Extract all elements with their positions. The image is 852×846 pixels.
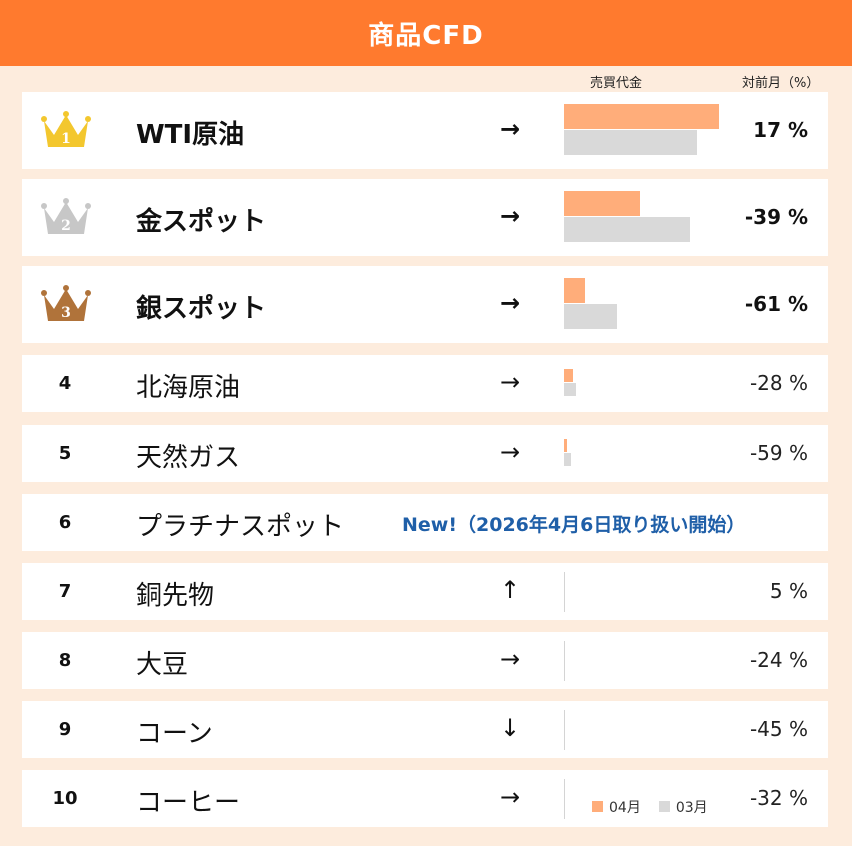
product-name: 金スポット [136, 206, 267, 237]
ranking-row: 2 金スポット → -39 % [22, 179, 828, 256]
mom-change-value: -59 % [749, 440, 808, 465]
current-month-bar [564, 439, 568, 452]
mom-column-header: 対前月（%） [742, 76, 820, 91]
ranking-row: 6 プラチナスポット New!（2026年4月6日取り扱い開始） [22, 494, 828, 551]
sales-column-header: 売買代金 [590, 76, 643, 91]
ranking-row: 4 北海原油 → -28 % [22, 355, 828, 412]
product-name: WTI原油 [136, 119, 245, 150]
product-name: 北海原油 [136, 372, 241, 403]
silver-crown-icon: 2 [38, 196, 94, 244]
legend-previous-label: 03月 [675, 799, 708, 816]
mom-change-value: 5 % [769, 578, 808, 603]
current-month-bar [564, 104, 719, 129]
ranking-row: 8 大豆 → -24 % [22, 632, 828, 689]
mom-change-value: -28 % [749, 370, 808, 395]
ranking-row: 5 天然ガス → -59 % [22, 425, 828, 482]
ranking-row: 3 銀スポット → -61 % [22, 266, 828, 343]
bar-baseline [564, 709, 565, 750]
rank-number: 10 [52, 787, 78, 809]
rank-number: 7 [58, 580, 72, 602]
mom-change-value: -61 % [744, 291, 808, 316]
rank-number: 9 [58, 718, 72, 740]
ranking-row: 9 コーン ↓ -45 % [22, 701, 828, 758]
crown-rank-number: 1 [61, 131, 71, 147]
ranking-row: 10 コーヒー → -32 % 04月 03月 [22, 770, 828, 827]
mom-change-value: -24 % [749, 647, 808, 672]
arrow-right-icon: → [500, 782, 521, 811]
rank-number: 5 [58, 442, 72, 464]
crown-rank-number: 2 [61, 218, 71, 234]
arrow-down-icon: ↓ [500, 713, 521, 742]
current-month-bar [564, 369, 573, 382]
arrow-right-icon: → [500, 367, 521, 396]
bar-legend: 04月 03月 [592, 797, 708, 817]
current-month-bar [564, 191, 640, 216]
new-listing-note: New!（2026年4月6日取り扱い開始） [402, 513, 746, 536]
mom-change-value: -32 % [749, 785, 808, 810]
bar-baseline [564, 571, 565, 612]
ranking-row: 7 銅先物 ↑ 5 % [22, 563, 828, 620]
product-name: コーン [136, 718, 213, 749]
page-title: 商品CFD [368, 20, 484, 51]
product-name: コーヒー [136, 787, 241, 818]
legend-current-swatch [592, 801, 603, 812]
arrow-right-icon: → [500, 644, 521, 673]
header-banner: 商品CFD [0, 0, 852, 66]
mom-change-value: 17 % [753, 117, 808, 142]
rank-number: 6 [58, 511, 72, 533]
current-month-bar [564, 278, 585, 303]
mom-change-value: -45 % [749, 716, 808, 741]
arrow-right-icon: → [500, 201, 521, 230]
previous-month-bar [564, 383, 576, 396]
product-name: 銀スポット [136, 293, 267, 324]
rank-number: 8 [58, 649, 72, 671]
mom-change-value: -39 % [744, 204, 808, 229]
bronze-crown-icon: 3 [38, 283, 94, 331]
arrow-right-icon: → [500, 437, 521, 466]
previous-month-bar [564, 453, 571, 466]
previous-month-bar [564, 304, 618, 329]
arrow-up-icon: ↑ [500, 575, 521, 604]
legend-previous-swatch [658, 801, 670, 812]
ranking-row: 1 WTI原油 → 17 % [22, 92, 828, 169]
arrow-right-icon: → [500, 288, 521, 317]
arrow-right-icon: → [500, 114, 521, 143]
product-name: 天然ガス [136, 442, 241, 473]
product-name: 大豆 [136, 649, 189, 680]
bar-baseline [564, 778, 565, 819]
legend-current-label: 04月 [609, 799, 641, 816]
product-name: プラチナスポット [136, 511, 345, 542]
bar-baseline [564, 640, 565, 681]
crown-rank-number: 3 [61, 305, 71, 321]
rank-number: 4 [58, 372, 72, 394]
previous-month-bar [564, 130, 697, 155]
product-name: 銅先物 [136, 580, 215, 611]
gold-crown-icon: 1 [38, 109, 94, 157]
previous-month-bar [564, 217, 690, 242]
